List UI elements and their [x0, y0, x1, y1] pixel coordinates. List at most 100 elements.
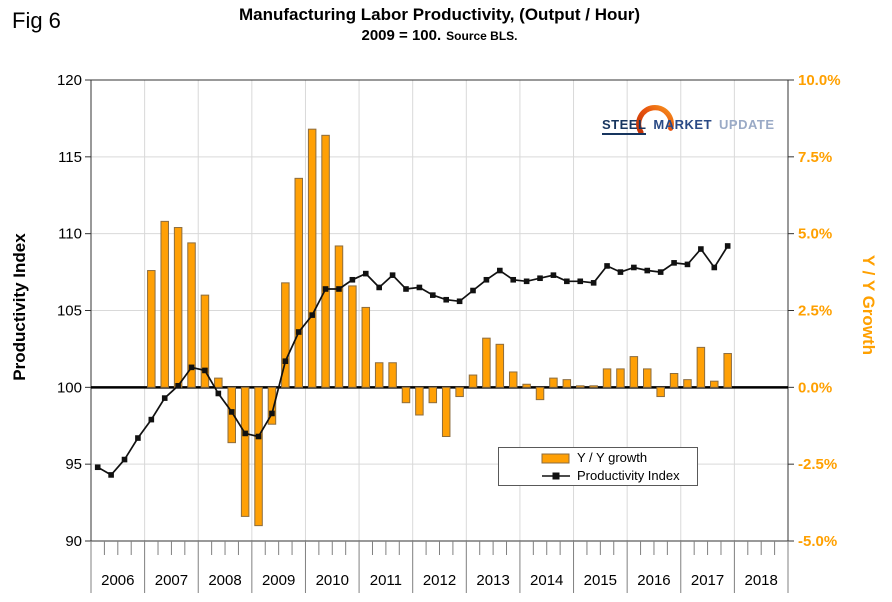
- bar-2012-Q1: [415, 386, 424, 416]
- year-label-2016: 2016: [637, 572, 670, 589]
- line-point-2010-Q2: [322, 286, 329, 292]
- line-point-2010-Q4: [349, 276, 356, 283]
- line-point-2008-Q3: [228, 409, 235, 415]
- line-point-2012-Q4: [456, 298, 463, 305]
- logo-text-market: MARKET: [653, 117, 713, 132]
- bar-2009-Q4: [294, 177, 304, 388]
- line-point-2011-Q2: [376, 284, 382, 291]
- right-axis-tick-label-2.5%: 2.5%: [798, 303, 832, 320]
- bar-2008-Q3: [227, 386, 236, 444]
- bar-2015-Q4: [616, 368, 625, 388]
- right-axis-tick-label--2.5%: -2.5%: [798, 456, 837, 473]
- line-point-2010-Q3: [336, 286, 342, 292]
- legend-label-bar: Y / Y growth: [577, 450, 648, 465]
- left-axis-title: Productivity Index: [10, 233, 29, 381]
- bar-2012-Q2: [428, 386, 438, 404]
- line-point-2017-Q2: [698, 246, 704, 252]
- bar-2014-Q3: [549, 377, 558, 388]
- line-point-2015-Q3: [604, 263, 610, 269]
- right-axis-title: Y / Y Growth: [859, 254, 878, 356]
- legend-label-line: Productivity Index: [577, 468, 680, 483]
- left-axis-tick-label-90: 90: [65, 533, 82, 550]
- bar-2014-Q4: [562, 379, 572, 388]
- line-point-2015-Q2: [590, 280, 597, 286]
- bar-2007-Q2: [160, 220, 169, 388]
- left-axis-tick-label-115: 115: [58, 149, 82, 166]
- line-point-2010-Q1: [309, 312, 315, 318]
- logo-flame-icon: [636, 105, 674, 135]
- line-point-2006-Q3: [121, 456, 128, 463]
- line-point-2017-Q4: [724, 243, 731, 249]
- line-point-2008-Q4: [242, 430, 248, 437]
- year-label-2011: 2011: [370, 572, 402, 589]
- line-point-2007-Q3: [175, 382, 181, 389]
- year-label-2010: 2010: [316, 572, 349, 589]
- bar-2017-Q4: [723, 353, 732, 388]
- bar-2010-Q3: [334, 245, 344, 388]
- right-axis-tick-label-7.5%: 7.5%: [798, 149, 832, 166]
- bar-2013-Q4: [508, 371, 518, 388]
- line-point-2009-Q4: [295, 329, 302, 335]
- right-axis-tick-label--5.0%: -5.0%: [798, 533, 837, 550]
- bar-2008-Q2: [214, 377, 223, 388]
- bar-2010-Q4: [348, 285, 357, 388]
- line-point-2011-Q4: [403, 286, 409, 292]
- bar-2016-Q1: [629, 356, 639, 388]
- bar-2014-Q1: [522, 383, 531, 388]
- line-point-2014-Q1: [523, 278, 530, 285]
- right-axis-tick-label-0.0%: 0.0%: [798, 379, 832, 396]
- line-point-2016-Q4: [671, 260, 677, 266]
- line-point-2012-Q1: [416, 284, 423, 291]
- right-axis-tick-label-10.0%: 10.0%: [798, 72, 841, 89]
- year-label-2006: 2006: [101, 572, 134, 589]
- fig-label: Fig 6: [12, 8, 61, 33]
- line-point-2013-Q1: [470, 287, 476, 294]
- logo-text: STEEL MARKET UPDATE: [602, 117, 775, 135]
- year-label-2007: 2007: [155, 572, 188, 589]
- legend-item-line: Productivity Index: [541, 467, 697, 484]
- year-label-2008: 2008: [208, 572, 241, 589]
- chart-subtitle-source: Source BLS.: [446, 29, 518, 43]
- bar-2007-Q3: [173, 227, 183, 388]
- line-point-2009-Q3: [282, 358, 289, 365]
- right-axis-tick-label-5.0%: 5.0%: [798, 226, 832, 243]
- year-label-2013: 2013: [476, 572, 509, 589]
- line-point-2012-Q2: [429, 292, 436, 298]
- left-axis-tick-label-120: 120: [57, 72, 82, 89]
- line-point-2006-Q4: [135, 435, 141, 441]
- line-point-2006-Q2: [108, 472, 114, 478]
- left-axis-tick-label-95: 95: [65, 456, 82, 473]
- bar-2012-Q4: [455, 386, 464, 398]
- bar-2011-Q1: [361, 306, 371, 388]
- year-label-2017: 2017: [691, 572, 724, 589]
- chart-subtitle-base: 2009 = 100.: [361, 27, 442, 44]
- title-block: Manufacturing Labor Productivity, (Outpu…: [91, 4, 788, 44]
- line-point-2017-Q3: [711, 264, 718, 271]
- bar-2008-Q4: [240, 386, 250, 517]
- legend: Y / Y growth Productivity Index: [498, 447, 698, 486]
- bar-2017-Q2: [696, 346, 706, 388]
- bar-2016-Q4: [669, 373, 679, 388]
- line-point-2013-Q4: [510, 276, 517, 283]
- line-point-2016-Q3: [657, 269, 664, 275]
- line-point-2012-Q3: [443, 296, 450, 303]
- line-point-2007-Q1: [148, 416, 155, 423]
- bar-swatch-icon: [541, 453, 570, 463]
- bar-2012-Q3: [441, 386, 451, 438]
- smu-logo: STEEL MARKET UPDATE: [596, 104, 776, 148]
- line-point-2007-Q4: [188, 364, 195, 371]
- line-point-2011-Q3: [389, 272, 396, 278]
- left-axis-tick-label-110: 110: [58, 226, 82, 243]
- logo-text-steel: STEEL: [602, 117, 647, 135]
- legend-item-bar: Y / Y growth: [541, 449, 697, 466]
- line-point-2014-Q3: [550, 272, 557, 278]
- bar-2017-Q3: [710, 380, 719, 388]
- bar-2016-Q2: [643, 368, 652, 388]
- line-point-2011-Q1: [362, 270, 369, 277]
- logo-text-update: UPDATE: [719, 117, 775, 132]
- bar-2015-Q2: [589, 385, 598, 388]
- bar-2009-Q2: [267, 386, 277, 425]
- line-point-2014-Q2: [537, 275, 543, 282]
- line-point-2015-Q1: [577, 278, 584, 285]
- left-axis-tick-label-105: 105: [57, 303, 82, 320]
